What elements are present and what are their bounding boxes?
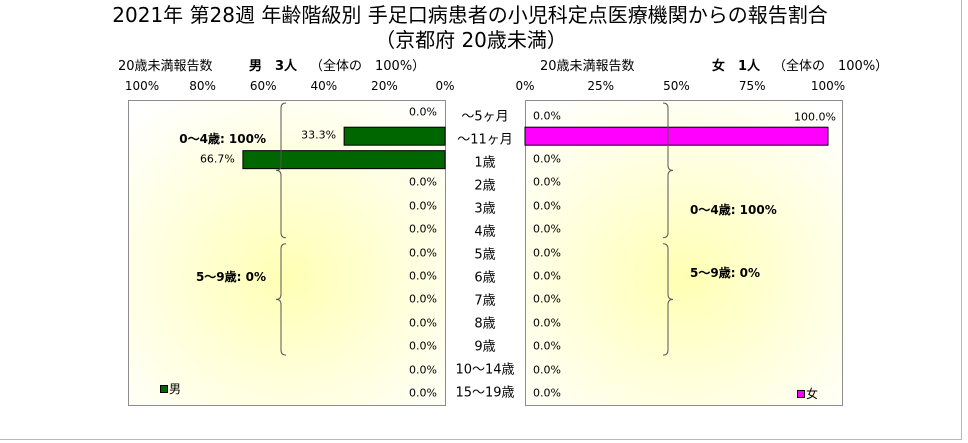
male-data-label: 0.0% <box>409 175 437 189</box>
female-data-label: 0.0% <box>533 109 561 123</box>
female-data-label: 0.0% <box>533 339 561 353</box>
female-x-tick-label: 0% <box>515 79 535 93</box>
male-group-brace <box>275 243 287 356</box>
male-data-label: 0.0% <box>409 363 437 377</box>
male-report-label: 20歳未満報告数 <box>118 59 213 74</box>
male-data-label: 0.0% <box>409 386 437 400</box>
category-label: 3歳 <box>474 201 496 217</box>
male-data-label: 0.0% <box>409 246 437 259</box>
male-x-tick-label: 80% <box>189 79 216 93</box>
female-x-tick-label: 50% <box>663 79 690 93</box>
female-share-label: （全体の 100%） <box>773 59 889 74</box>
female-count-label: 女 1人 <box>712 59 761 74</box>
chart-subtitle: （京都府 20歳未満） <box>375 28 567 52</box>
male-data-label: 0.0% <box>409 316 437 330</box>
category-label: 2歳 <box>474 178 496 194</box>
female-group-annotation: 5～9歳: 0% <box>690 266 761 280</box>
male-data-label: 0.0% <box>409 199 437 213</box>
female-report-label: 20歳未満報告数 <box>540 59 635 74</box>
female-group-brace <box>662 243 674 356</box>
chart-title: 2021年 第28週 年齢階級別 手足口病患者の小児科定点医療機関からの報告割合 <box>112 3 828 27</box>
female-x-tick-label: 75% <box>738 79 766 93</box>
female-data-label: 0.0% <box>533 269 561 283</box>
female-plot-area <box>525 100 843 406</box>
male-x-tick-label: 20% <box>371 79 398 93</box>
female-data-label: 0.0% <box>533 363 561 377</box>
male-data-label: 0.0% <box>409 105 437 119</box>
male-x-tick-label: 100% <box>124 79 160 93</box>
category-label: 10～14歳 <box>455 362 515 378</box>
category-label: ～11ヶ月 <box>457 132 513 148</box>
category-label: 1歳 <box>474 155 496 171</box>
female-data-label: 0.0% <box>533 292 561 306</box>
male-x-tick-label: 0% <box>435 79 455 93</box>
category-label: 15～19歳 <box>455 385 515 401</box>
female-data-label: 0.0% <box>533 222 561 236</box>
female-x-tick-label: 25% <box>587 79 615 93</box>
male-data-label: 0.0% <box>409 339 437 353</box>
female-data-label: 0.0% <box>533 316 561 330</box>
male-legend-swatch <box>160 385 168 393</box>
female-data-label: 0.0% <box>533 175 561 189</box>
female-group-brace <box>662 102 674 239</box>
category-label: 4歳 <box>474 224 496 240</box>
female-data-label: 0.0% <box>533 152 561 166</box>
male-data-label: 66.7% <box>199 152 235 166</box>
category-label: 9歳 <box>474 339 496 355</box>
male-bar <box>343 126 446 146</box>
category-label: 5歳 <box>474 247 496 263</box>
female-legend-label: 女 <box>806 387 819 401</box>
female-group-annotation: 0～4歳: 100% <box>690 203 777 217</box>
category-label: 6歳 <box>474 270 496 286</box>
category-label: ～5ヶ月 <box>461 109 509 125</box>
male-x-tick-label: 40% <box>310 79 338 93</box>
category-label: 8歳 <box>474 316 496 332</box>
male-count-label: 男 3人 <box>249 59 298 74</box>
male-group-annotation: 5～9歳: 0% <box>195 270 266 284</box>
male-data-label: 0.0% <box>409 292 437 306</box>
female-x-tick-label: 100% <box>810 79 846 93</box>
male-group-annotation: 0～4歳: 100% <box>179 132 266 146</box>
female-data-label: 100.0% <box>794 110 836 124</box>
male-data-label: 0.0% <box>409 269 437 283</box>
female-data-label: 0.0% <box>533 246 561 259</box>
male-legend-label: 男 <box>169 382 182 396</box>
female-legend-swatch <box>797 390 805 398</box>
female-data-label: 0.0% <box>533 199 561 213</box>
male-data-label: 33.3% <box>301 128 337 142</box>
male-share-label: （全体の 100%） <box>310 59 426 74</box>
female-bar <box>524 126 829 146</box>
category-label: 7歳 <box>474 293 496 309</box>
female-data-label: 0.0% <box>533 386 561 400</box>
male-group-brace <box>275 102 287 239</box>
male-bar <box>242 150 446 170</box>
male-data-label: 0.0% <box>409 222 437 236</box>
male-x-tick-label: 60% <box>249 79 277 93</box>
